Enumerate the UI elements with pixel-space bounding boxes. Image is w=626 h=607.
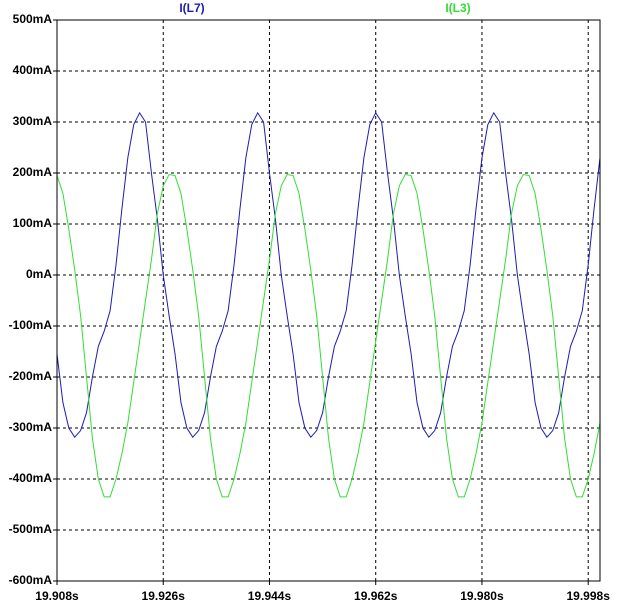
y-tick-label: 0mA	[26, 267, 52, 281]
y-tick-label: -300mA	[9, 420, 53, 434]
y-tick-label: 500mA	[13, 12, 53, 26]
x-tick-label: 19.926s	[142, 589, 186, 603]
y-tick-label: 200mA	[13, 165, 53, 179]
y-tick-label: -500mA	[9, 522, 53, 536]
y-tick-label: -200mA	[9, 369, 53, 383]
y-tick-label: 300mA	[13, 114, 53, 128]
legend-entry: I(L3)	[445, 1, 470, 15]
series-line	[56, 111, 601, 439]
x-tick-label: 19.980s	[460, 589, 504, 603]
y-tick-label: 100mA	[13, 216, 53, 230]
x-tick-label: 19.998s	[567, 589, 611, 603]
legend-entry: I(L7)	[179, 1, 204, 15]
y-tick-label: -600mA	[9, 573, 53, 587]
y-tick-label: -400mA	[9, 471, 53, 485]
y-tick-label: 400mA	[13, 63, 53, 77]
x-tick-label: 19.944s	[248, 589, 292, 603]
y-tick-label: -100mA	[9, 318, 53, 332]
series-line	[56, 173, 601, 498]
plot-border	[56, 19, 601, 582]
x-tick-label: 19.908s	[35, 589, 79, 603]
x-tick-label: 19.962s	[354, 589, 398, 603]
